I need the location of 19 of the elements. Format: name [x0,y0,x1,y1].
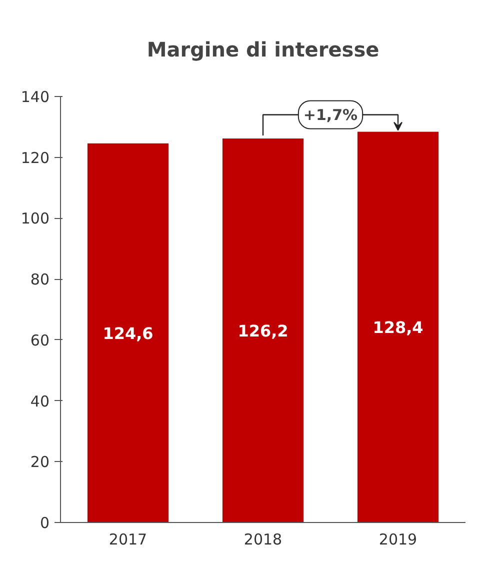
y-tick-label: 140 [20,88,50,106]
x-tick-label: 2019 [378,530,418,548]
data-label: 128,4 [372,318,424,338]
bar [222,138,304,522]
bar [88,143,168,522]
y-tick-label: 80 [30,270,50,289]
y-tick-label: 0 [40,514,50,532]
y-tick-label: 120 [20,148,50,167]
y-tick-label: 20 [30,453,50,472]
y-tick-label: 100 [20,210,50,228]
x-tick-label: 2018 [244,530,282,548]
annotation: +1,7% [303,106,358,124]
y-tick-label: 40 [30,392,50,410]
y-tick-label: 60 [30,331,50,350]
data-label: 124,6 [102,324,154,343]
data-label: 126,2 [238,321,288,340]
x-tick-label: 2017 [108,530,148,548]
chart-title: Margine di interesse [146,38,380,62]
bar [358,132,438,522]
